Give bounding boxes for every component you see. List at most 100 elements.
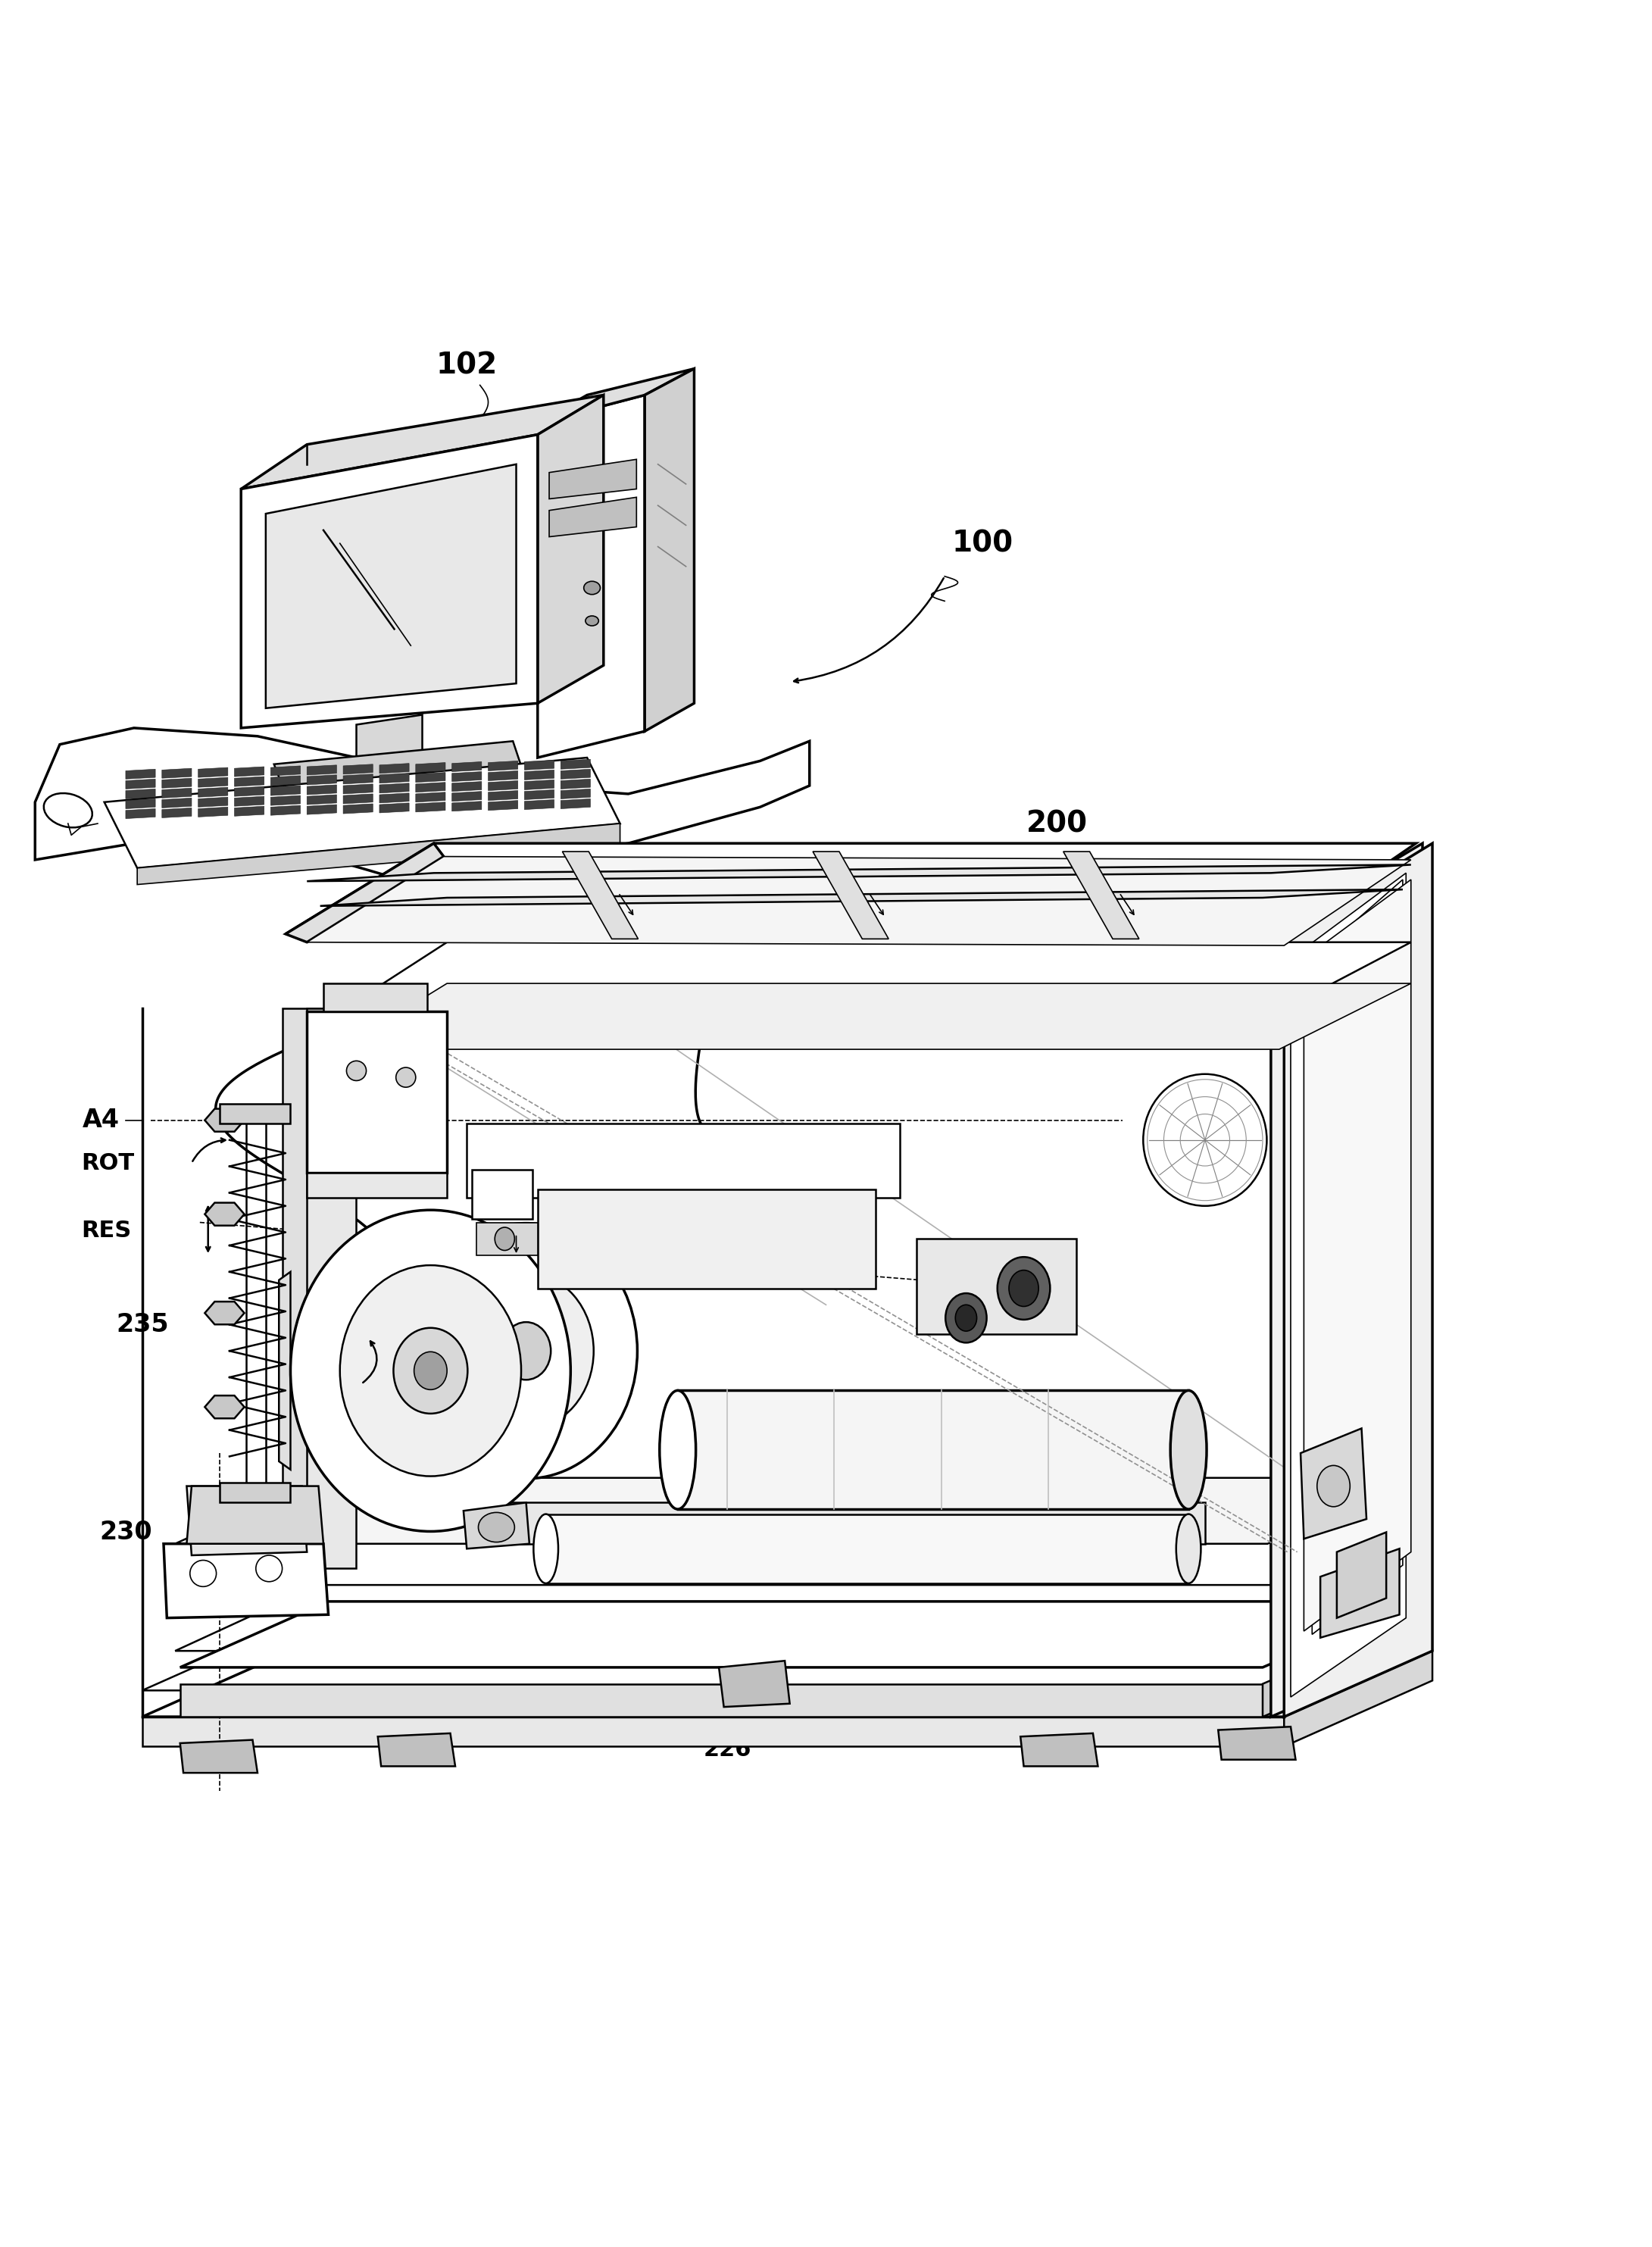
Polygon shape (307, 865, 1411, 881)
Ellipse shape (1176, 1514, 1201, 1584)
Polygon shape (271, 775, 301, 786)
Polygon shape (198, 786, 228, 798)
Polygon shape (205, 1395, 244, 1418)
Text: 102: 102 (436, 351, 497, 380)
Polygon shape (162, 809, 192, 818)
Ellipse shape (534, 1514, 558, 1584)
Polygon shape (205, 1108, 244, 1132)
Polygon shape (489, 762, 517, 771)
Polygon shape (489, 780, 517, 791)
Polygon shape (489, 771, 517, 780)
Polygon shape (1021, 1732, 1099, 1766)
Polygon shape (235, 807, 264, 816)
Text: 203: 203 (1206, 1521, 1254, 1544)
Text: A2: A2 (1014, 1297, 1049, 1319)
Polygon shape (307, 775, 337, 784)
Polygon shape (489, 800, 517, 811)
Polygon shape (548, 497, 636, 537)
Polygon shape (537, 369, 694, 422)
Text: RES: RES (81, 1220, 132, 1243)
Polygon shape (1270, 843, 1422, 1717)
Polygon shape (537, 1189, 876, 1288)
Ellipse shape (496, 1227, 514, 1249)
Polygon shape (187, 1485, 324, 1544)
Polygon shape (813, 852, 889, 939)
Ellipse shape (585, 616, 598, 625)
Ellipse shape (955, 1306, 976, 1330)
Polygon shape (416, 762, 446, 773)
Polygon shape (380, 784, 410, 793)
Text: 213: 213 (476, 1332, 524, 1355)
Polygon shape (307, 795, 337, 804)
Polygon shape (453, 782, 482, 791)
Polygon shape (548, 458, 636, 499)
Polygon shape (380, 764, 410, 773)
Polygon shape (1300, 1429, 1366, 1539)
Polygon shape (1064, 852, 1140, 939)
Polygon shape (416, 773, 446, 782)
Polygon shape (524, 789, 553, 800)
Text: A4: A4 (83, 1108, 119, 1132)
Polygon shape (266, 465, 515, 708)
Polygon shape (344, 764, 373, 775)
Polygon shape (1336, 1532, 1386, 1618)
Polygon shape (271, 766, 301, 775)
Polygon shape (164, 1544, 329, 1618)
Text: 211: 211 (588, 1148, 636, 1171)
Polygon shape (416, 802, 446, 811)
Ellipse shape (1317, 1465, 1350, 1508)
Text: 220: 220 (423, 1521, 471, 1544)
Polygon shape (560, 768, 590, 780)
Polygon shape (282, 1009, 340, 1544)
Ellipse shape (945, 1294, 986, 1344)
Polygon shape (286, 843, 444, 941)
Polygon shape (468, 1124, 900, 1198)
Ellipse shape (396, 1067, 416, 1088)
Polygon shape (180, 1683, 1262, 1717)
Polygon shape (241, 434, 537, 728)
Polygon shape (307, 1173, 448, 1198)
Polygon shape (235, 777, 264, 786)
Polygon shape (677, 1391, 1188, 1510)
Ellipse shape (256, 1555, 282, 1582)
Polygon shape (235, 795, 264, 807)
Polygon shape (464, 1503, 529, 1548)
Polygon shape (562, 852, 638, 939)
Polygon shape (719, 1661, 790, 1708)
Text: 212: 212 (486, 1153, 534, 1175)
Text: 100: 100 (952, 528, 1013, 557)
Polygon shape (453, 771, 482, 782)
Polygon shape (416, 782, 446, 793)
Text: 235: 235 (116, 1312, 169, 1337)
Polygon shape (545, 1514, 1188, 1584)
Polygon shape (477, 1222, 537, 1256)
Polygon shape (344, 793, 373, 804)
Polygon shape (271, 795, 301, 804)
Polygon shape (162, 768, 192, 777)
Polygon shape (142, 1652, 1432, 1717)
Text: TRA: TRA (712, 1429, 758, 1452)
Polygon shape (537, 395, 644, 757)
Polygon shape (307, 1011, 448, 1173)
Polygon shape (453, 791, 482, 802)
Polygon shape (472, 1171, 532, 1220)
Polygon shape (560, 800, 590, 809)
Ellipse shape (190, 1559, 216, 1586)
Polygon shape (307, 804, 337, 813)
Text: ESC: ESC (603, 1434, 648, 1456)
Text: A1: A1 (1241, 1301, 1275, 1323)
Polygon shape (142, 1009, 1284, 1717)
Polygon shape (198, 798, 228, 807)
Polygon shape (162, 777, 192, 789)
Polygon shape (187, 1485, 307, 1555)
Polygon shape (175, 1479, 1411, 1544)
Text: 225: 225 (662, 1672, 710, 1694)
Polygon shape (524, 780, 553, 789)
Polygon shape (205, 1301, 244, 1323)
Polygon shape (271, 786, 301, 795)
Polygon shape (524, 800, 553, 809)
Polygon shape (1312, 879, 1403, 1634)
Polygon shape (380, 802, 410, 813)
Ellipse shape (502, 1321, 550, 1380)
Polygon shape (198, 777, 228, 786)
